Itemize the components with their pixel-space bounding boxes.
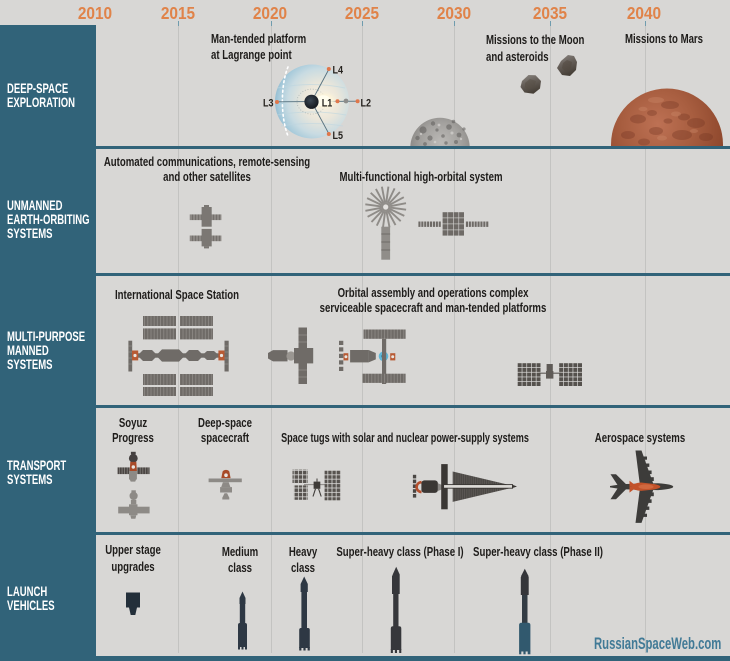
svg-text:L5: L5 xyxy=(333,130,344,142)
svg-text:L3: L3 xyxy=(263,98,274,110)
svg-text:L4: L4 xyxy=(333,65,344,77)
svg-text:L2: L2 xyxy=(361,98,372,110)
svg-text:L1: L1 xyxy=(322,98,333,110)
